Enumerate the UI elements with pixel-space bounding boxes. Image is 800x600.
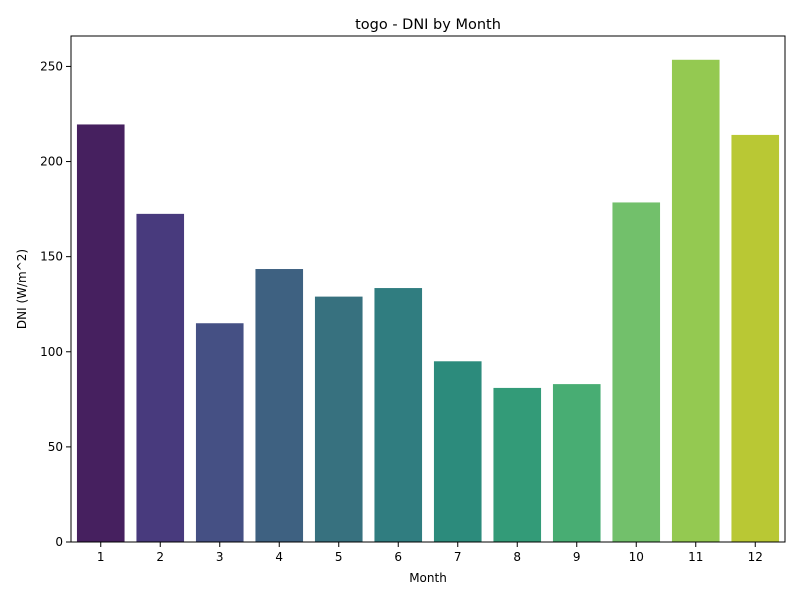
x-tick-label: 1 xyxy=(97,550,105,564)
x-axis-label: Month xyxy=(409,571,447,585)
x-tick-label: 4 xyxy=(275,550,283,564)
y-tick-label: 50 xyxy=(48,440,63,454)
x-tick-label: 9 xyxy=(573,550,581,564)
x-tick-label: 2 xyxy=(156,550,164,564)
x-tick-label: 7 xyxy=(454,550,462,564)
y-tick-label: 250 xyxy=(40,59,63,73)
plot-frame xyxy=(70,35,786,543)
y-tick-label: 200 xyxy=(40,155,63,169)
bar-month-4 xyxy=(255,269,304,542)
y-tick-label: 150 xyxy=(40,250,63,264)
plot-background xyxy=(71,36,785,542)
bar-month-7 xyxy=(433,361,482,542)
x-tick-label: 6 xyxy=(394,550,402,564)
chart-title: togo - DNI by Month xyxy=(355,17,501,33)
bar-month-9 xyxy=(552,384,601,542)
y-axis-label: DNI (W/m^2) xyxy=(15,249,29,329)
bar-month-5 xyxy=(314,296,363,542)
x-tick-label: 3 xyxy=(216,550,224,564)
bar-month-10 xyxy=(612,202,661,542)
x-tick-label: 12 xyxy=(748,550,763,564)
bar-month-3 xyxy=(195,323,244,542)
y-tick-label: 100 xyxy=(40,345,63,359)
x-tick-label: 10 xyxy=(629,550,644,564)
bar-month-12 xyxy=(731,134,780,542)
y-tick-label: 0 xyxy=(55,535,63,549)
bar-month-2 xyxy=(136,213,185,542)
x-tick-label: 11 xyxy=(688,550,703,564)
y-axis-ticks: 0 50 100 150 200 250 xyxy=(40,59,71,549)
x-tick-label: 8 xyxy=(513,550,521,564)
bar-month-6 xyxy=(374,288,423,542)
x-axis-ticks: 1 2 3 4 5 6 7 8 9 10 11 12 xyxy=(97,542,763,564)
bar-month-1 xyxy=(76,124,125,542)
bar-month-8 xyxy=(493,387,542,542)
bar-month-11 xyxy=(671,59,720,542)
bars-group xyxy=(76,59,780,542)
x-tick-label: 5 xyxy=(335,550,343,564)
